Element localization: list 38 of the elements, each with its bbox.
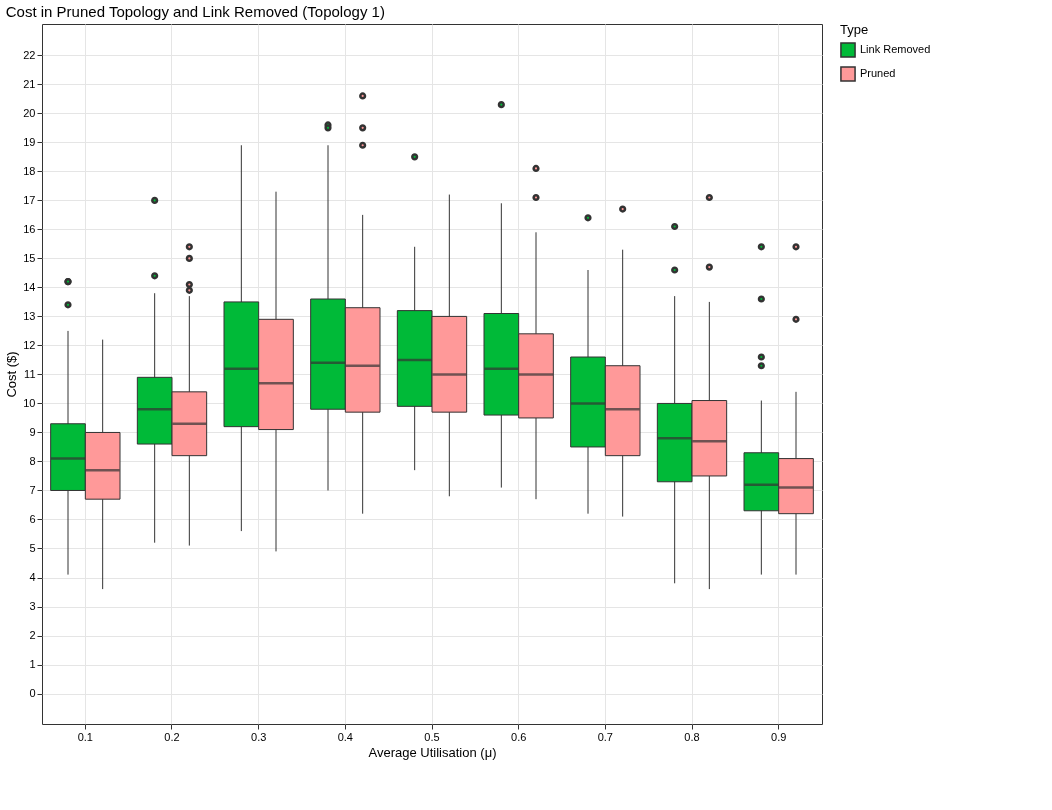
y-tick-label: 10 [23, 396, 36, 409]
y-tick-label: 11 [24, 367, 36, 380]
y-tick-label: 18 [23, 164, 36, 177]
legend-label: Pruned [860, 67, 896, 79]
y-tick-label: 7 [29, 483, 36, 496]
y-tick-label: 9 [29, 425, 36, 438]
x-tick-label: 0.4 [337, 730, 353, 743]
x-tick-label: 0.2 [164, 730, 180, 743]
y-tick-label: 6 [29, 512, 36, 525]
y-tick-label: 1 [29, 658, 36, 671]
x-tick-label: 0.6 [511, 730, 527, 743]
y-tick-label: 17 [23, 193, 36, 206]
y-tick-label: 13 [23, 309, 36, 322]
y-tick-label: 14 [23, 280, 36, 293]
x-tick-label: 0.7 [597, 730, 613, 743]
y-tick-label: 15 [23, 251, 36, 264]
y-tick-label: 19 [23, 135, 36, 148]
x-tick-label: 0.9 [771, 730, 787, 743]
y-tick-label: 8 [29, 454, 36, 467]
chart-title: Cost in Pruned Topology and Link Removed (Topology 1) [5, 3, 385, 20]
y-axis-title: Cost ($) [4, 351, 20, 398]
legend-title: Type [840, 22, 869, 37]
x-tick-label: 0.8 [684, 730, 700, 743]
y-tick-label: 20 [23, 106, 36, 119]
y-tick-label: 0 [29, 687, 36, 700]
y-tick-label: 21 [23, 77, 36, 90]
x-tick-label: 0.5 [424, 730, 440, 743]
x-tick-label: 0.1 [77, 730, 93, 743]
y-tick-label: 3 [29, 600, 36, 613]
legend-label: Link Removed [860, 43, 931, 55]
y-tick-label: 5 [29, 541, 36, 554]
y-tick-label: 12 [23, 338, 36, 351]
x-axis-title: Average Utilisation (μ) [368, 744, 497, 760]
y-tick-label: 22 [23, 48, 36, 61]
y-tick-label: 16 [23, 222, 36, 235]
y-tick-label: 2 [29, 629, 36, 642]
x-tick-label: 0.3 [251, 730, 267, 743]
y-tick-label: 4 [29, 571, 36, 583]
